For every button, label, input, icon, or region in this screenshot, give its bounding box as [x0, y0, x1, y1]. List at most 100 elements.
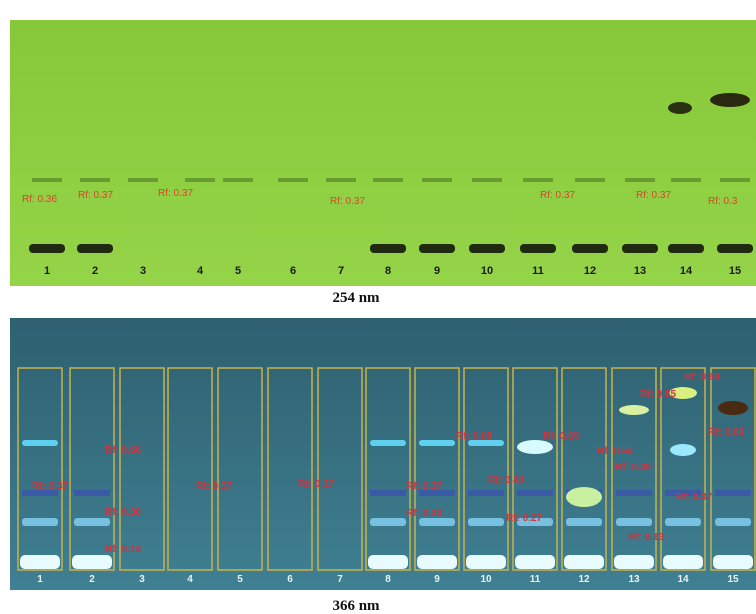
- lane-box: [119, 367, 165, 571]
- spot: [370, 440, 406, 446]
- spot: [663, 555, 703, 569]
- lane-box: [167, 367, 213, 571]
- lane-number: 13: [628, 574, 640, 585]
- lane-number: 3: [139, 574, 145, 585]
- rf-label: Rf: 0.48: [615, 462, 652, 473]
- spot: [622, 244, 658, 253]
- lane-number: 3: [140, 265, 146, 277]
- lane-number: 8: [385, 574, 391, 585]
- spot: [223, 178, 253, 182]
- spot: [419, 490, 455, 496]
- spot: [720, 178, 750, 182]
- spot: [72, 555, 112, 569]
- spot: [419, 244, 455, 253]
- spot: [523, 178, 553, 182]
- lane-number: 13: [634, 265, 646, 277]
- lane-number: 1: [37, 574, 43, 585]
- lane-number: 4: [187, 574, 193, 585]
- spot: [32, 178, 62, 182]
- lane-box: [17, 367, 63, 571]
- lane-box: [267, 367, 313, 571]
- spot: [713, 555, 753, 569]
- rf-label: Rf: 0.37: [406, 481, 443, 492]
- spot: [669, 387, 697, 399]
- lane-box: [414, 367, 460, 571]
- lane-boxes: [17, 367, 756, 571]
- spot: [670, 444, 696, 456]
- rf-label: Rf: 0.37: [298, 479, 335, 490]
- rf-label: Rf: 0.30: [105, 507, 142, 518]
- rf-label: Rf: 0.88: [684, 372, 721, 383]
- spot: [517, 518, 553, 526]
- spot: [517, 490, 553, 496]
- spot: [74, 490, 110, 496]
- rf-label: Rf: 0.37: [196, 481, 233, 492]
- lane-box: [710, 367, 756, 571]
- lane-numbers: 1 2 3 4 5 6 7 8 9 10 11 12 13 14 15: [44, 265, 741, 277]
- spot: [472, 178, 502, 182]
- spot: [373, 178, 403, 182]
- lane-number: 15: [727, 574, 739, 585]
- rf-label: Rf: 0.85: [640, 389, 677, 400]
- lane-box: [217, 367, 263, 571]
- lane-number: 9: [434, 265, 440, 277]
- plate-366: [10, 318, 756, 590]
- plate-254: [10, 20, 756, 286]
- rf-label: Rf: 0.40: [488, 475, 525, 486]
- spot: [419, 440, 455, 446]
- spot: [77, 244, 113, 253]
- rf-labels: Rf: 0.37 Rf: 0.66 Rf: 0.30 Rf: 0.13 Rf: …: [32, 372, 745, 555]
- spot: [520, 244, 556, 253]
- rf-label: Rf: 0.37: [330, 196, 365, 207]
- spot: [74, 518, 110, 526]
- spot: [326, 178, 356, 182]
- lane-number: 10: [481, 265, 493, 277]
- rf-label: Rf: 0.3: [708, 196, 738, 207]
- spot: [422, 178, 452, 182]
- spot: [616, 518, 652, 526]
- spot: [566, 518, 602, 526]
- spot: [80, 178, 110, 182]
- spot: [710, 93, 750, 107]
- lane-number: 1: [44, 265, 50, 277]
- caption: 366 nm: [332, 598, 380, 614]
- spot: [368, 555, 408, 569]
- lane-number: 4: [197, 265, 204, 277]
- lane-number: 12: [578, 574, 590, 585]
- spot: [671, 178, 701, 182]
- lane-box: [69, 367, 115, 571]
- spot: [717, 244, 753, 253]
- rf-label: Rf: 0.54: [597, 446, 634, 457]
- rf-label: Rf: 0.66: [105, 445, 142, 456]
- spot: [572, 244, 608, 253]
- rf-label: Rf: 0.37: [636, 190, 671, 201]
- rf-label: Rf: 0.13: [105, 544, 142, 555]
- spot: [668, 244, 704, 253]
- lane-number: 2: [92, 265, 98, 277]
- spot: [128, 178, 158, 182]
- spot: [625, 178, 655, 182]
- rf-label: Rf: 0.37: [78, 190, 113, 201]
- rf-label: Rf: 0.30: [406, 508, 443, 519]
- lane-numbers: 1 2 3 4 5 6 7 8 9 10 11 12 13 14 15: [37, 574, 739, 585]
- spot: [20, 555, 60, 569]
- rf-label: Rf: 0.68: [456, 431, 493, 442]
- lane-number: 14: [680, 265, 693, 277]
- spot: [616, 490, 652, 496]
- lane-number: 10: [480, 574, 492, 585]
- caption: 254 nm: [332, 290, 380, 306]
- spot: [466, 555, 506, 569]
- spot: [278, 178, 308, 182]
- lane-box: [611, 367, 657, 571]
- spot: [715, 518, 751, 526]
- spot: [715, 490, 751, 496]
- spot: [370, 244, 406, 253]
- lane-box: [463, 367, 509, 571]
- lane-box: [317, 367, 363, 571]
- lane-number: 2: [89, 574, 95, 585]
- lane-number: 14: [677, 574, 689, 585]
- lane-number: 7: [338, 265, 344, 277]
- spot: [469, 244, 505, 253]
